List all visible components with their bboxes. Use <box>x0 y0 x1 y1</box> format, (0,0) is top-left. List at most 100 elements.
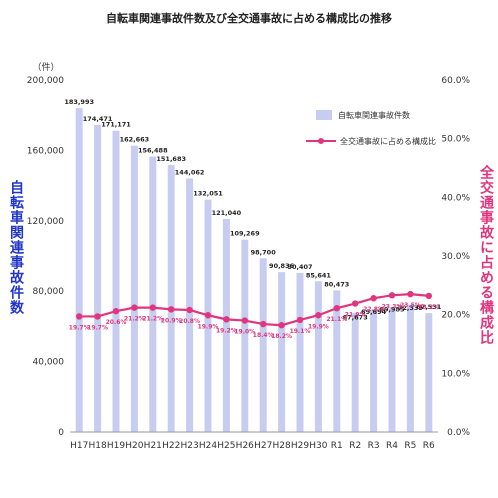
bar <box>149 156 157 432</box>
bar-value-label: 162,663 <box>120 136 150 144</box>
left-tick-label: 160,000 <box>27 146 64 156</box>
line-value-label: 20.8% <box>179 318 200 325</box>
left-tick-label: 0 <box>58 428 64 438</box>
line-value-label: 19.7% <box>69 324 90 331</box>
line-point <box>296 316 304 324</box>
line-value-label: 18.2% <box>271 333 292 340</box>
line-point <box>94 313 101 320</box>
line-value-label: 19.7% <box>87 324 108 331</box>
line-point <box>333 305 340 312</box>
legend-bar-label: 自転車関連事故件数 <box>338 110 410 120</box>
line-point <box>352 300 359 307</box>
bar <box>314 281 322 432</box>
x-tick-label: H22 <box>162 441 180 451</box>
bar-value-label: 80,473 <box>324 280 349 288</box>
bar-value-label: 98,700 <box>251 248 277 256</box>
x-tick-label: H21 <box>144 441 162 451</box>
x-tick-label: R2 <box>349 441 361 451</box>
right-tick-label: 0.0% <box>447 428 470 438</box>
bar-value-label: 90,407 <box>287 263 312 271</box>
x-tick-label: H18 <box>88 441 106 451</box>
bar-value-label: 156,488 <box>138 147 168 155</box>
line-point <box>241 317 248 324</box>
bar-series <box>75 108 433 433</box>
bar <box>94 124 102 433</box>
bar <box>167 165 175 433</box>
bar-value-label: 90,836 <box>269 262 295 270</box>
line-point <box>168 306 175 313</box>
x-tick-label: R3 <box>368 441 380 451</box>
bar-value-label: 67,531 <box>416 303 442 311</box>
line-point <box>131 304 138 311</box>
bar-value-label: 144,062 <box>175 168 205 176</box>
left-tick-label: 80,000 <box>33 287 65 297</box>
bar-value-label: 132,051 <box>193 190 223 198</box>
bar-value-label: 69,985 <box>379 305 405 313</box>
right-axis-title: 全交通事故に占める構成比 <box>478 165 494 345</box>
line-value-label: 23.3% <box>382 303 403 310</box>
bar <box>241 239 249 432</box>
bar <box>278 272 286 432</box>
bar <box>222 218 230 432</box>
right-tick-label: 20.0% <box>441 311 470 321</box>
x-tick-label: H26 <box>236 441 254 451</box>
x-tick-label: H27 <box>254 441 272 451</box>
left-axis: 0 40,000 80,000 120,000 160,000 200,000 <box>27 76 64 438</box>
bar-value-label: 183,993 <box>64 98 94 106</box>
bar-value-label: 174,471 <box>83 115 113 123</box>
right-tick-label: 10.0% <box>441 369 470 379</box>
bar-value-label: 109,269 <box>230 230 260 238</box>
chart-title: 自転車関連事故件数及び全交通事故に占める構成比の推移 <box>106 11 392 25</box>
legend-line-label: 全交通事故に占める構成比 <box>340 136 436 146</box>
left-axis-title: 自転車関連事故件数 <box>8 180 24 315</box>
left-tick-label: 120,000 <box>27 217 64 227</box>
legend: 自転車関連事故件数 全交通事故に占める構成比 <box>306 110 436 146</box>
bar <box>112 130 120 432</box>
x-tick-label: H29 <box>291 441 309 451</box>
bar-value-label: 69,694 <box>361 308 387 316</box>
line-value-label: 22.8% <box>363 306 384 313</box>
line-point <box>186 306 193 314</box>
x-tick-label: H30 <box>309 441 327 451</box>
x-tick-label: H28 <box>272 441 290 451</box>
right-tick-label: 30.0% <box>441 252 470 262</box>
line-point <box>112 307 120 315</box>
bar <box>75 108 83 433</box>
line-point <box>76 313 83 320</box>
left-tick-label: 200,000 <box>27 76 64 86</box>
line-value-label: 19.9% <box>308 323 329 330</box>
line-point <box>388 292 396 299</box>
bar <box>388 308 396 432</box>
right-tick-label: 40.0% <box>441 193 470 203</box>
bar <box>425 313 433 432</box>
line-value-label: 19.0% <box>234 329 255 336</box>
x-tick-label: H17 <box>70 441 88 451</box>
bar <box>370 309 378 432</box>
right-tick-label: 50.0% <box>441 135 470 145</box>
bar-value-label: 121,040 <box>212 209 242 217</box>
x-tick-label: R6 <box>423 441 435 451</box>
line-value-label: 21.2% <box>124 316 145 323</box>
bar <box>333 290 341 432</box>
line-point <box>315 312 322 319</box>
x-tick-label: H24 <box>199 441 217 451</box>
line-point <box>407 290 414 298</box>
line-point <box>223 316 230 323</box>
bar <box>186 178 194 432</box>
line-series: 19.7%19.7%20.6%21.2%21.2%20.9%20.8%19.9%… <box>69 290 439 340</box>
line-value-label: 20.6% <box>106 319 127 326</box>
bar-value-label: 151,683 <box>156 155 186 163</box>
x-tick-label: R4 <box>386 441 398 451</box>
line-value-label: 18.4% <box>253 332 274 339</box>
line-value-label: 19.2% <box>216 327 237 334</box>
x-tick-label: R1 <box>331 441 343 451</box>
bar <box>351 312 359 432</box>
line-point <box>260 320 267 328</box>
line-value-label: 23.2% <box>418 304 439 311</box>
line-value-label: 21.2% <box>142 316 163 323</box>
x-tick-label: H25 <box>217 441 235 451</box>
right-axis: 0.0% 10.0% 20.0% 30.0% 40.0% 50.0% 60.0% <box>441 76 470 438</box>
bar <box>296 272 304 432</box>
